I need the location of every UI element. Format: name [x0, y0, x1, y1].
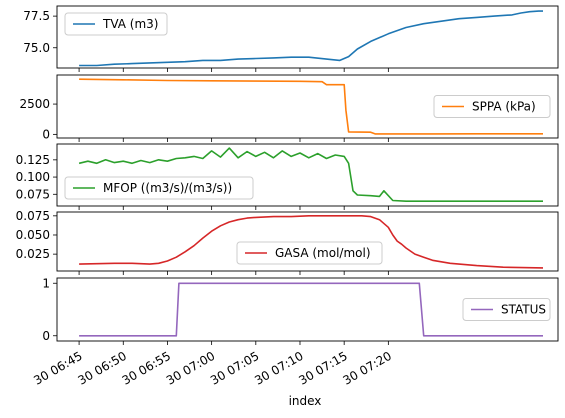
panel-frame [56, 143, 559, 207]
legend-box [236, 241, 383, 265]
panel-2: 0 2500 SPPA (kPa) [19, 74, 559, 142]
y-tick-label: 0.050 [16, 228, 50, 242]
panel-frame [56, 5, 559, 69]
legend-3: MFOP ((m3/s)/(m3/s)) [64, 176, 254, 200]
panel-frame [56, 211, 559, 272]
x-tick-label: 30 06:50 [75, 349, 128, 388]
legend-label: STATUS [501, 303, 546, 317]
legend-box [462, 298, 551, 321]
y-tick-label: 2500 [19, 97, 50, 111]
x-axis-label: index [289, 394, 322, 408]
series-line-3 [78, 147, 543, 202]
panel-frame [56, 277, 559, 342]
legend-label: SPPA (kPa) [472, 100, 536, 114]
legend-box [64, 12, 168, 36]
legend-label: GASA (mol/mol) [275, 246, 371, 260]
legend-1: TVA (m3) [64, 12, 168, 36]
y-tick-label: 77.5 [23, 9, 50, 23]
legend-5: STATUS [462, 298, 551, 321]
legend-label: TVA (m3) [102, 17, 158, 31]
series-line-5 [79, 282, 543, 337]
y-tick-label: 0.075 [16, 187, 50, 201]
x-tick-label: 30 06:55 [120, 349, 173, 388]
legend-4: GASA (mol/mol) [236, 241, 383, 265]
y-tick-label: 0 [42, 329, 50, 343]
x-tick-label: 30 07:00 [164, 349, 217, 388]
y-tick-label: 0 [42, 127, 50, 141]
series-line-4 [79, 215, 544, 269]
panel-3: 0.075 0.100 0.125 MFOP ((m3/s)/(m3/s)) [16, 143, 559, 210]
panel-4: 0.025 0.050 0.075 GASA (mol/mol) [16, 209, 559, 275]
x-tick-label: 30 07:05 [208, 349, 261, 388]
y-tick-label: 0.100 [16, 170, 50, 184]
panel-5: 0 1 STATUS [42, 276, 559, 345]
panel-frame [56, 74, 559, 139]
x-tick-label: 30 07:20 [341, 349, 394, 388]
legend-box [433, 95, 551, 118]
y-tick-label: 0.125 [16, 153, 50, 167]
y-tick-label: 75.0 [23, 41, 50, 55]
y-tick-label: 0.025 [16, 247, 50, 261]
series-line-1 [79, 10, 543, 67]
x-tick-label: 30 07:10 [252, 349, 305, 388]
legend-label: MFOP ((m3/s)/(m3/s)) [103, 181, 232, 195]
legend-box [64, 176, 254, 200]
series-line-2 [79, 78, 543, 135]
x-tick-label: 30 06:45 [31, 349, 84, 388]
legend-2: SPPA (kPa) [433, 95, 551, 118]
y-tick-label: 0.075 [16, 209, 50, 223]
x-tick-label: 30 07:15 [296, 349, 349, 388]
y-tick-label: 1 [42, 276, 50, 290]
panel-1: 75.0 77.5 TVA (m3) [23, 5, 559, 72]
